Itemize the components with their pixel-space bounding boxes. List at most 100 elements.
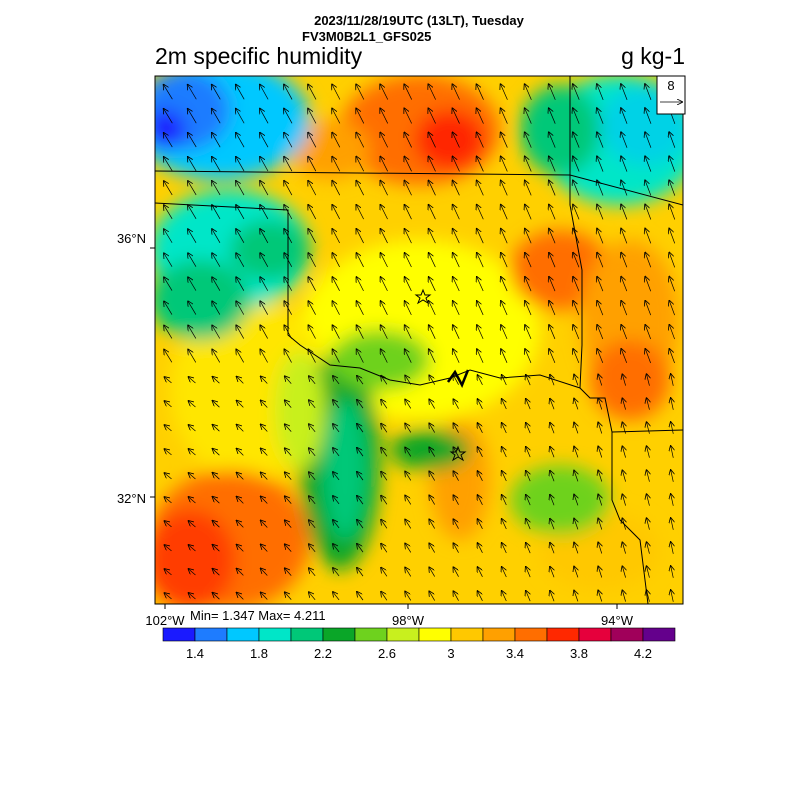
wind-arrow	[237, 377, 244, 384]
wind-arrow	[188, 157, 197, 172]
wind-arrow	[429, 205, 436, 220]
wind-arrow	[189, 593, 196, 600]
wind-arrow	[669, 301, 675, 316]
wind-arrow	[526, 519, 530, 530]
colorbar-label: 3.8	[570, 646, 588, 661]
wind-arrow	[381, 424, 388, 433]
min-max-stats: Min= 1.347 Max= 4.211	[190, 608, 326, 623]
wind-arrow	[622, 542, 625, 554]
wind-arrow	[671, 470, 674, 482]
wind-arrow	[212, 205, 221, 220]
wind-arrow	[597, 229, 604, 244]
colorbar-swatch	[354, 627, 388, 642]
wind-arrow	[213, 425, 220, 432]
wind-arrow	[213, 545, 220, 552]
wind-arrow	[669, 349, 675, 364]
wind-arrow	[574, 423, 578, 434]
wind-arrow	[477, 108, 484, 124]
wind-arrow	[645, 205, 652, 220]
wind-arrow	[164, 301, 173, 315]
wind-arrow	[308, 181, 317, 196]
wind-arrow	[429, 253, 436, 268]
wind-arrow	[501, 132, 508, 148]
wind-arrow	[164, 545, 172, 552]
wind-arrow	[260, 205, 269, 220]
wind-arrow	[550, 423, 554, 434]
wind-arrow	[478, 591, 483, 601]
wind-arrow	[429, 301, 436, 316]
wind-arrow	[671, 542, 674, 554]
wind-arrow	[308, 349, 316, 363]
wind-arrow	[164, 425, 172, 432]
wind-arrow	[284, 133, 293, 148]
wind-arrow	[212, 85, 221, 100]
wind-arrow	[333, 325, 340, 339]
wind-arrow	[164, 326, 173, 339]
wind-arrow	[621, 205, 628, 220]
colorbar-swatch	[418, 627, 452, 642]
wind-arrow	[549, 277, 556, 292]
wind-arrow	[308, 205, 317, 220]
wind-arrow	[478, 495, 483, 505]
wind-arrow	[356, 133, 365, 148]
wind-arrow	[236, 109, 245, 124]
wind-arrow	[357, 349, 364, 363]
wind-arrow	[645, 325, 652, 340]
wind-arrow	[669, 253, 676, 268]
wind-arrow	[237, 545, 244, 552]
wind-arrow	[308, 85, 317, 100]
colorbar-swatch	[194, 627, 228, 642]
wind-arrow	[477, 205, 484, 220]
wind-arrow	[597, 181, 604, 196]
wind-arrow	[357, 301, 364, 315]
wind-arrow	[405, 277, 412, 292]
wind-arrow	[237, 449, 244, 456]
wind-arrow	[428, 157, 436, 172]
wind-arrow	[525, 301, 532, 316]
wind-arrow	[332, 277, 340, 291]
wind-arrow	[357, 472, 364, 481]
field-units: g kg-1	[621, 43, 685, 69]
wind-arrow	[380, 229, 388, 244]
wind-arrow	[526, 471, 530, 482]
wind-arrow	[549, 229, 556, 244]
wind-arrow	[453, 495, 459, 505]
wind-arrow	[477, 157, 484, 172]
wind-arrow	[573, 301, 580, 316]
wind-arrow	[381, 520, 388, 529]
wind-arrow	[333, 400, 340, 409]
lat-label-32n: 32°N	[117, 491, 146, 506]
wind-arrow	[237, 401, 244, 408]
colorbar-label: 1.8	[250, 646, 268, 661]
wind-arrow	[478, 471, 483, 481]
wind-arrow	[453, 543, 459, 553]
wind-arrow	[309, 496, 316, 505]
wind-arrow	[502, 495, 507, 506]
wind-arrow	[501, 108, 508, 124]
wind-arrow	[477, 301, 484, 316]
wind-arrow	[621, 325, 628, 340]
wind-arrow	[188, 133, 197, 148]
colorbar	[162, 627, 676, 642]
wind-arrow	[453, 229, 460, 244]
wind-arrow	[381, 277, 388, 292]
wind-arrow	[526, 495, 530, 506]
colorbar-swatch	[290, 627, 324, 642]
wind-arrow	[356, 181, 364, 196]
wind-arrow	[236, 181, 245, 196]
colorbar-label: 2.6	[378, 646, 396, 661]
star-marker-north	[414, 288, 432, 305]
wind-arrow	[356, 109, 365, 124]
wind-arrow	[428, 133, 436, 148]
wind-arrow	[645, 253, 652, 268]
wind-arrow	[598, 471, 602, 482]
wind-arrow	[549, 156, 556, 172]
wind-arrow	[309, 376, 316, 385]
wind-arrow	[261, 400, 268, 408]
wind-arrow	[501, 181, 508, 196]
wind-arrow	[502, 591, 507, 602]
wind-arrow	[526, 567, 530, 578]
wind-arrow	[453, 277, 460, 292]
wind-arrow	[573, 325, 580, 340]
wind-arrow	[309, 592, 316, 601]
